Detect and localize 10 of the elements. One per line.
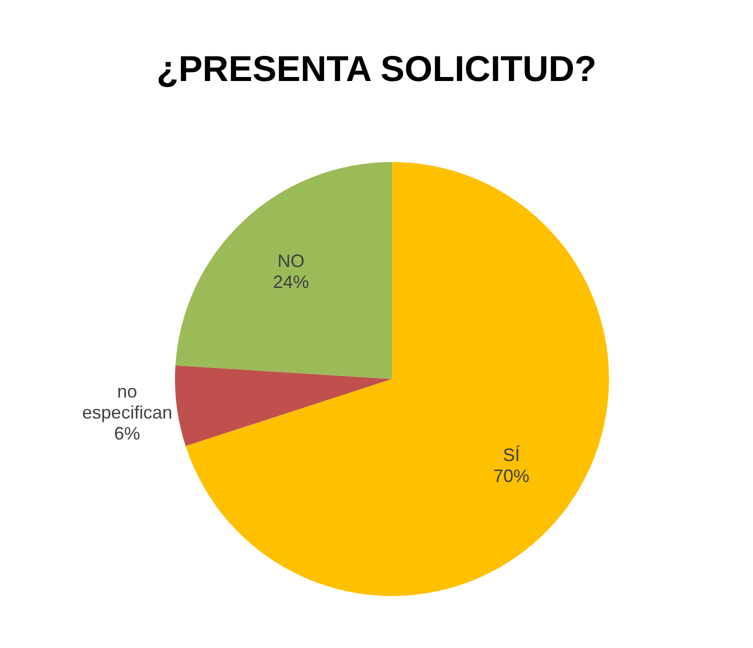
pie-slice — [175, 365, 392, 446]
pie-slice — [175, 162, 392, 379]
slice-label: SÍ — [502, 445, 520, 466]
slice-label: NO — [277, 250, 304, 271]
pie-slice — [186, 162, 609, 596]
data-label: 6% — [114, 423, 140, 444]
data-label: 70% — [493, 466, 530, 486]
chart-title: ¿PRESENTA SOLICITUD? — [156, 48, 598, 90]
slice-label: no especifican — [82, 381, 172, 422]
data-label: 24% — [272, 272, 310, 292]
